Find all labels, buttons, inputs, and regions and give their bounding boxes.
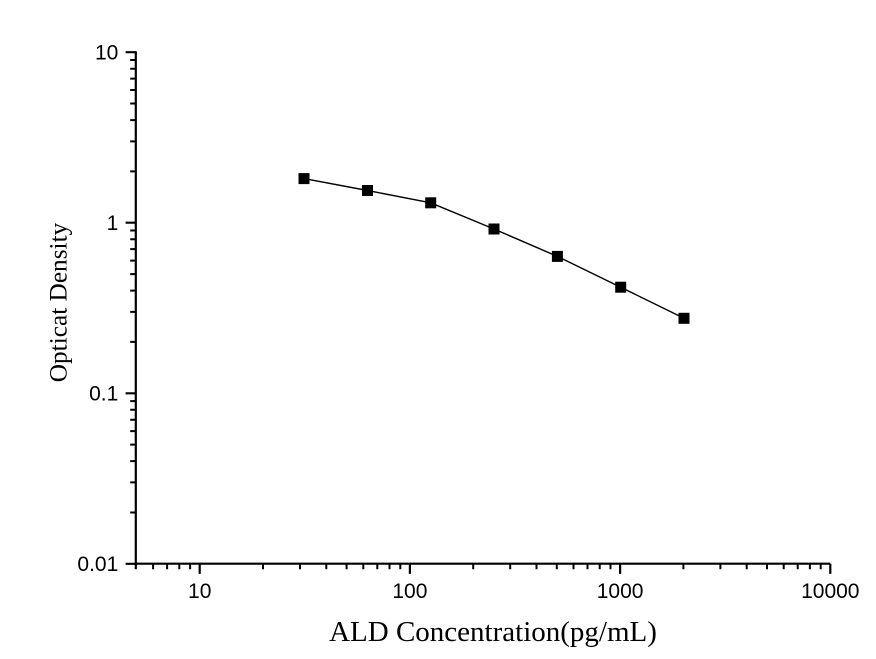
- svg-text:0.1: 0.1: [89, 383, 118, 406]
- svg-text:0.01: 0.01: [77, 553, 118, 576]
- svg-text:1: 1: [107, 212, 119, 235]
- svg-text:10000: 10000: [801, 580, 859, 603]
- svg-text:100: 100: [392, 580, 427, 603]
- svg-text:10: 10: [95, 42, 118, 65]
- svg-text:10: 10: [188, 580, 211, 603]
- svg-text:ALD Concentration(pg/mL): ALD Concentration(pg/mL): [329, 616, 657, 648]
- svg-text:1000: 1000: [597, 580, 644, 603]
- svg-text:Opticat Density: Opticat Density: [45, 222, 73, 382]
